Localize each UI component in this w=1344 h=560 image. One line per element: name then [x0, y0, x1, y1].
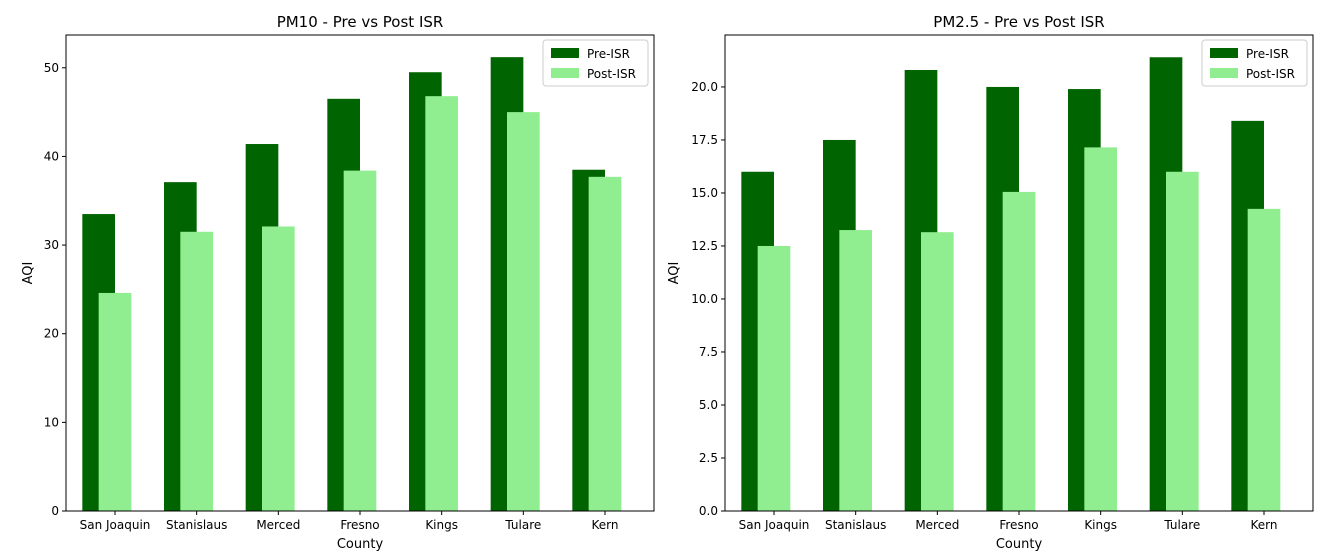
- pm25-legend-swatch-post: [1210, 68, 1238, 78]
- pm25-bar-post-fresno: [1002, 191, 1036, 511]
- pm10-ytick-label: 30: [44, 238, 59, 252]
- pm10-xtick-label: Kern: [592, 518, 619, 532]
- pm25-xtick-label: San Joaquin: [739, 518, 810, 532]
- pm25-bar-post-merced: [921, 232, 954, 511]
- pm10-ytick-label: 10: [44, 415, 59, 429]
- pm10-bar-post-san-joaquin: [98, 292, 132, 511]
- pm10-bar-post-kings: [425, 96, 458, 511]
- pm10-legend-swatch-post: [551, 68, 579, 78]
- pm25-bar-post-kern: [1247, 208, 1281, 511]
- pm25-xtick-label: Merced: [915, 518, 959, 532]
- pm10-xtick-label: Tulare: [504, 518, 541, 532]
- pm25-bar-post-kings: [1084, 147, 1117, 512]
- pm25-chart: PM2.5 - Pre vs Post ISR 0.0 2.5 5.0 7.5 10.0 1…: [667, 13, 1314, 552]
- pm25-legend: Pre-ISR Post-ISR: [1201, 39, 1308, 87]
- pm10-ytick-label: 40: [44, 149, 59, 163]
- pm10-xtick-label: Kings: [425, 518, 458, 532]
- pm10-chart: PM10 - Pre vs Post ISR 0 10 20 30 40 50 San Joa…: [21, 13, 655, 552]
- pm25-bar-post-san-joaquin: [757, 245, 791, 511]
- pm10-xtick-label: Stanislaus: [166, 518, 227, 532]
- pm25-xtick-label: Stanislaus: [825, 518, 886, 532]
- pm25-bar-post-tulare: [1166, 171, 1199, 511]
- pm10-xtick-label: San Joaquin: [80, 518, 151, 532]
- pm10-legend-label-pre: Pre-ISR: [587, 47, 630, 61]
- pm25-xtick-label: Fresno: [999, 518, 1038, 532]
- pm10-ytick-label: 0: [51, 504, 59, 518]
- pm25-ytick-label: 7.5: [699, 345, 718, 359]
- pm25-yaxis-label: AQI: [667, 262, 682, 285]
- pm25-ytick-label: 10.0: [691, 292, 718, 306]
- pm25-ytick-label: 15.0: [691, 186, 718, 200]
- pm25-xtick-label: Kings: [1084, 518, 1117, 532]
- pm25-bar-post-stanislaus: [839, 230, 872, 512]
- pm25-ytick-label: 12.5: [691, 239, 718, 253]
- pm25-ytick-label: 2.5: [699, 451, 718, 465]
- pm10-bar-post-stanislaus: [180, 231, 213, 512]
- pm10-legend-swatch-pre: [551, 48, 579, 58]
- pm10-legend: Pre-ISR Post-ISR: [542, 39, 649, 87]
- pm25-legend-label-pre: Pre-ISR: [1246, 47, 1289, 61]
- pm10-xtick-label: Merced: [256, 518, 300, 532]
- pm10-xtick-label: Fresno: [340, 518, 379, 532]
- pm25-ytick-label: 0.0: [699, 504, 718, 518]
- pm25-ytick-label: 20.0: [691, 80, 718, 94]
- pm10-bar-post-kern: [588, 176, 622, 511]
- pm10-yaxis-label: AQI: [21, 262, 36, 285]
- pm25-legend-label-post: Post-ISR: [1246, 67, 1295, 81]
- pm25-ytick-label: 5.0: [699, 398, 718, 412]
- pm10-xaxis-label: County: [337, 537, 384, 552]
- pm25-legend-swatch-pre: [1210, 48, 1238, 58]
- pm25-xaxis-label: County: [996, 537, 1043, 552]
- pm25-chart-title: PM2.5 - Pre vs Post ISR: [933, 13, 1104, 31]
- pm10-bar-post-tulare: [507, 112, 540, 512]
- pm10-chart-title: PM10 - Pre vs Post ISR: [277, 13, 444, 31]
- pm25-ytick-label: 17.5: [691, 133, 718, 147]
- pm10-legend-label-post: Post-ISR: [587, 67, 636, 81]
- pm25-xtick-label: Kern: [1251, 518, 1278, 532]
- pm10-ytick-label: 20: [44, 327, 59, 341]
- pm10-ytick-label: 50: [44, 61, 59, 75]
- pm10-bar-post-merced: [262, 226, 295, 511]
- pm25-xtick-label: Tulare: [1163, 518, 1200, 532]
- pm10-bar-post-fresno: [343, 170, 377, 511]
